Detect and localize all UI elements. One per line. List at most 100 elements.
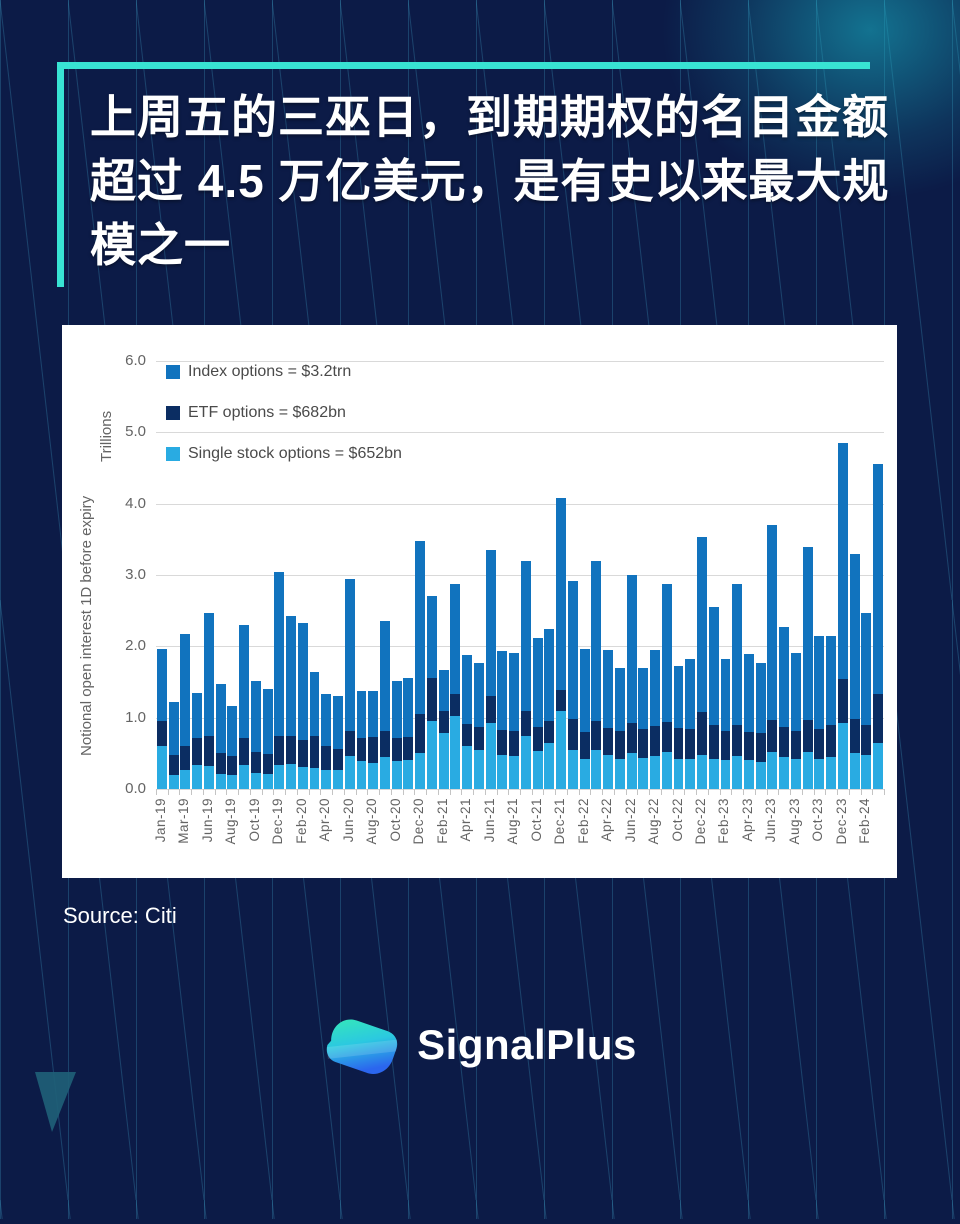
bar-column xyxy=(497,650,508,789)
x-axis-label: Oct-20 xyxy=(387,798,403,842)
bar-segment-etf-options xyxy=(790,730,801,760)
x-axis-tick xyxy=(790,789,792,795)
bar-column xyxy=(509,652,520,789)
bar-segment-etf-options xyxy=(720,730,731,761)
bar-column xyxy=(567,580,578,789)
bar-column xyxy=(532,637,543,789)
x-axis-tick xyxy=(261,789,263,795)
x-axis-tick xyxy=(402,789,404,795)
bar-segment-index-options xyxy=(556,497,567,690)
bar-segment-index-options xyxy=(473,662,484,727)
bar-segment-index-options xyxy=(297,622,308,740)
bar-segment-etf-options xyxy=(309,735,320,768)
bar-column xyxy=(356,690,367,789)
bar-segment-index-options xyxy=(485,550,496,697)
brand-name: SignalPlus xyxy=(417,1021,637,1068)
x-axis-label: Oct-22 xyxy=(669,798,685,842)
bar-segment-single-stock-options xyxy=(180,770,191,789)
brand-footer: SignalPlus xyxy=(0,1012,960,1078)
x-axis-label: Jun-21 xyxy=(481,798,497,843)
bar-column xyxy=(462,654,473,789)
bar-segment-etf-options xyxy=(215,752,226,775)
bar-segment-etf-options xyxy=(802,719,813,752)
bar-column xyxy=(262,689,273,789)
x-axis-tick xyxy=(543,789,545,795)
bar-segment-etf-options xyxy=(826,724,837,757)
x-axis-tick xyxy=(602,789,604,795)
bar-segment-etf-options xyxy=(661,721,672,752)
legend-label: Index options = $3.2trn xyxy=(188,363,352,380)
bar-segment-single-stock-options xyxy=(297,766,308,789)
bar-segment-index-options xyxy=(415,540,426,715)
bar-column xyxy=(767,525,778,789)
bar-column xyxy=(485,550,496,789)
bar-column xyxy=(215,684,226,789)
bar-column xyxy=(391,680,402,789)
gridline xyxy=(156,432,884,434)
bar-segment-etf-options xyxy=(391,737,402,762)
bar-segment-single-stock-options xyxy=(685,759,696,789)
bar-segment-etf-options xyxy=(614,730,625,760)
x-axis-tick xyxy=(801,789,803,795)
bar-segment-single-stock-options xyxy=(814,759,825,789)
x-axis-tick xyxy=(754,789,756,795)
bar-segment-index-options xyxy=(614,667,625,731)
bar-segment-index-options xyxy=(591,560,602,722)
bar-column xyxy=(790,653,801,789)
x-axis-tick xyxy=(872,789,874,795)
x-axis-tick xyxy=(414,789,416,795)
bar-segment-index-options xyxy=(203,612,214,737)
bar-segment-etf-options xyxy=(556,689,567,712)
bar-segment-etf-options xyxy=(732,724,743,757)
bar-segment-index-options xyxy=(250,681,261,752)
x-axis-tick xyxy=(590,789,592,795)
bar-column xyxy=(450,583,461,789)
bar-segment-index-options xyxy=(849,553,860,720)
bar-column xyxy=(415,540,426,789)
bar-segment-etf-options xyxy=(520,711,531,737)
x-axis-tick xyxy=(578,789,580,795)
bar-column xyxy=(697,536,707,789)
x-axis-label: Oct-19 xyxy=(246,798,262,842)
bar-segment-index-options xyxy=(321,694,332,747)
bar-segment-index-options xyxy=(567,580,578,720)
x-axis-tick xyxy=(672,789,674,795)
bar-column xyxy=(333,696,343,789)
headline-block: 上周五的三巫日，到期期权的名目金额 超过 4.5 万亿美元，是有史以来最大规 模… xyxy=(57,62,889,287)
x-axis-label: Feb-22 xyxy=(575,798,591,844)
x-axis-label: Oct-21 xyxy=(528,798,544,842)
bar-segment-index-options xyxy=(156,648,167,722)
bar-segment-single-stock-options xyxy=(239,764,250,789)
bar-segment-index-options xyxy=(802,546,813,720)
bar-segment-single-stock-options xyxy=(661,751,672,789)
x-axis-label: Dec-21 xyxy=(552,798,568,845)
bar-segment-index-options xyxy=(227,705,238,757)
bar-segment-single-stock-options xyxy=(873,742,884,789)
headline-line-1: 上周五的三巫日，到期期权的名目金额 xyxy=(90,91,889,143)
bar-segment-single-stock-options xyxy=(708,759,719,789)
bar-segment-etf-options xyxy=(638,729,649,758)
x-axis-tick xyxy=(285,789,287,795)
bar-column xyxy=(297,622,308,789)
x-axis-tick xyxy=(367,789,369,795)
bar-segment-single-stock-options xyxy=(450,716,461,789)
bar-segment-single-stock-options xyxy=(509,756,520,789)
y-axis-tick-label: 2.0 xyxy=(125,637,146,655)
bar-segment-etf-options xyxy=(814,729,825,760)
x-axis-tick xyxy=(813,789,815,795)
x-axis-tick xyxy=(179,789,181,795)
bar-segment-single-stock-options xyxy=(556,711,567,789)
bar-column xyxy=(861,612,872,789)
bar-segment-etf-options xyxy=(333,749,343,771)
bar-segment-single-stock-options xyxy=(614,759,625,789)
x-axis-tick xyxy=(531,789,533,795)
bar-column xyxy=(732,584,743,789)
gridline xyxy=(156,361,884,362)
x-axis-tick xyxy=(778,789,780,795)
bar-segment-etf-options xyxy=(849,719,860,754)
bar-segment-etf-options xyxy=(579,731,590,760)
bar-column xyxy=(650,649,660,789)
x-axis-tick xyxy=(238,789,240,795)
bar-segment-index-options xyxy=(262,689,273,755)
bar-segment-etf-options xyxy=(438,711,449,733)
